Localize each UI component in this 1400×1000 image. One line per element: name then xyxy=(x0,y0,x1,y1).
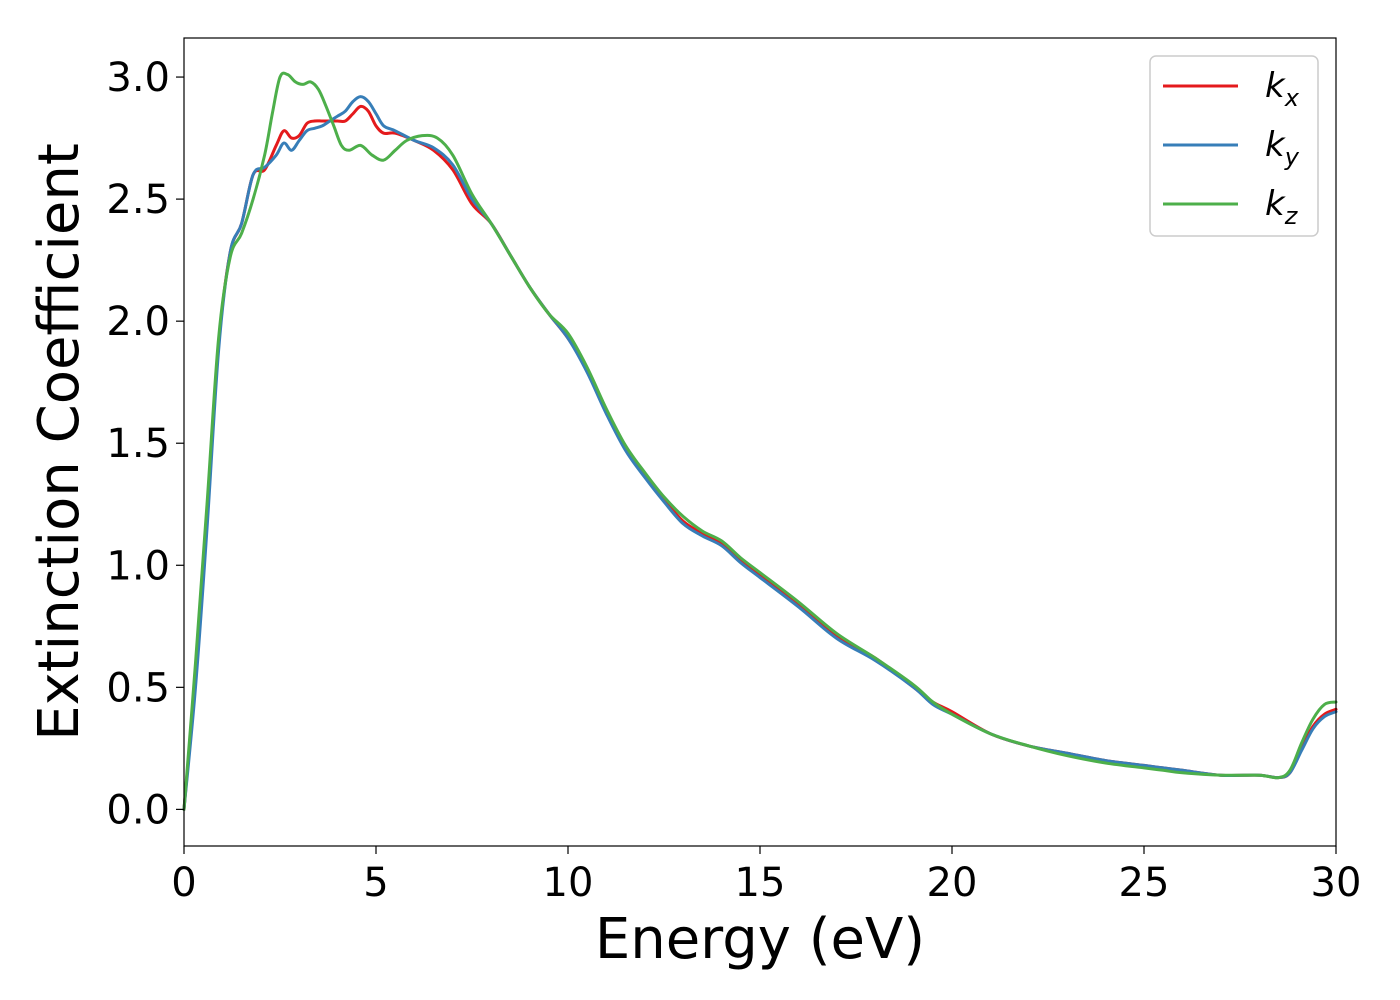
x-axis-label: Energy (eV) xyxy=(595,907,925,972)
x-tick-label: 30 xyxy=(1311,860,1362,906)
x-tick-label: 0 xyxy=(171,860,196,906)
y-tick-label: 2.5 xyxy=(106,177,170,223)
y-tick-label: 2.0 xyxy=(106,299,170,345)
y-tick-label: 1.0 xyxy=(106,543,170,589)
y-axis-label: Extinction Coefficient xyxy=(27,143,92,741)
y-axis: 0.0 0.5 1.0 1.5 2.0 2.5 3.0 xyxy=(106,55,184,833)
x-tick-label: 5 xyxy=(363,860,388,906)
series-line-kz xyxy=(182,71,1338,811)
x-tick-label: 20 xyxy=(927,860,978,906)
y-tick-label: 0.5 xyxy=(106,665,170,711)
series-layer xyxy=(182,71,1338,811)
plot-background xyxy=(184,38,1336,846)
y-tick-label: 3.0 xyxy=(106,55,170,101)
x-tick-label: 25 xyxy=(1119,860,1170,906)
x-axis: 0 5 10 15 20 25 30 xyxy=(171,846,1361,906)
x-tick-label: 15 xyxy=(735,860,786,906)
y-tick-label: 1.5 xyxy=(106,421,170,467)
x-tick-label: 10 xyxy=(543,860,594,906)
y-tick-label: 0.0 xyxy=(106,787,170,833)
